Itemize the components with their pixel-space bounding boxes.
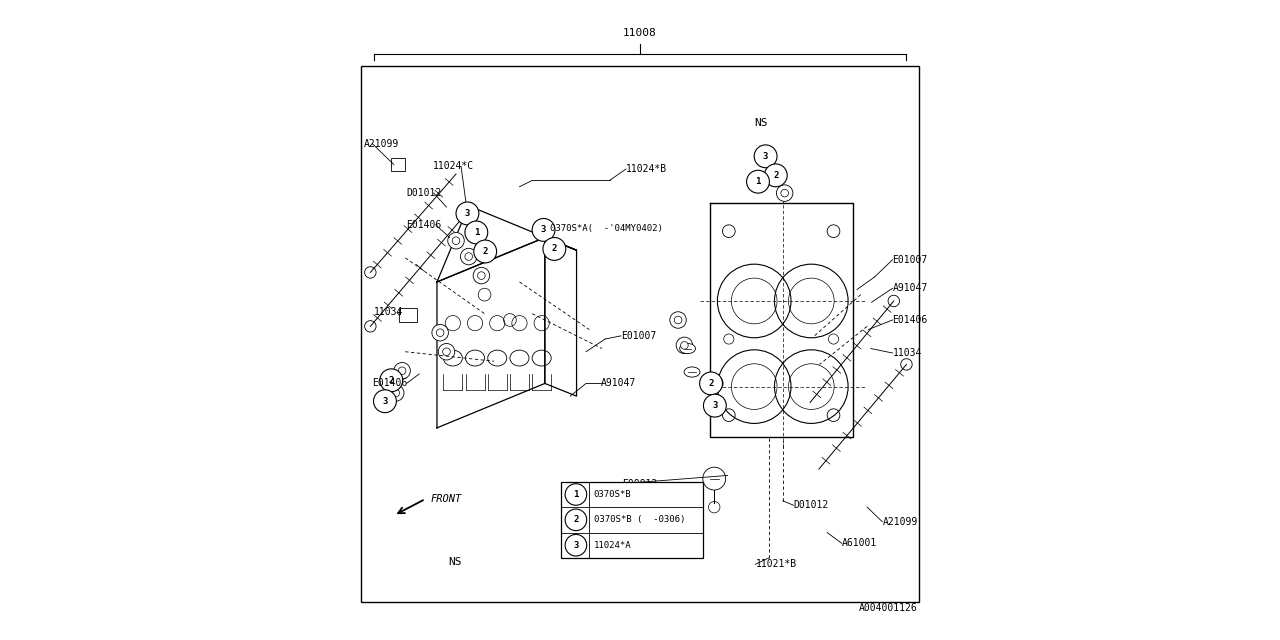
Circle shape	[754, 145, 777, 168]
Circle shape	[681, 342, 689, 349]
Text: A61001: A61001	[842, 538, 877, 548]
Text: E01406: E01406	[407, 220, 442, 230]
Bar	[561, 482, 704, 558]
Text: A004001126: A004001126	[859, 603, 918, 613]
Circle shape	[566, 509, 586, 531]
Ellipse shape	[684, 367, 700, 377]
Text: NS: NS	[754, 118, 768, 129]
Circle shape	[713, 402, 721, 410]
Circle shape	[456, 202, 479, 225]
Circle shape	[700, 372, 722, 395]
Text: 3: 3	[465, 209, 470, 218]
Text: 2: 2	[389, 376, 394, 385]
Text: 3: 3	[573, 541, 579, 550]
Circle shape	[709, 502, 719, 513]
Bar	[361, 66, 919, 602]
Text: D01012: D01012	[794, 500, 828, 510]
Circle shape	[759, 147, 776, 163]
Circle shape	[398, 367, 406, 374]
Circle shape	[707, 375, 723, 392]
Circle shape	[394, 362, 411, 379]
Text: 11021*B: 11021*B	[755, 559, 796, 569]
Circle shape	[474, 240, 497, 263]
Circle shape	[768, 166, 785, 182]
Text: NS: NS	[448, 557, 462, 567]
Text: 2: 2	[573, 515, 579, 524]
Circle shape	[777, 185, 792, 202]
Circle shape	[676, 337, 692, 354]
Text: 2: 2	[708, 379, 714, 388]
Circle shape	[709, 397, 726, 414]
Circle shape	[365, 267, 376, 278]
Text: 11024*C: 11024*C	[433, 161, 475, 172]
Text: 1: 1	[474, 228, 479, 237]
Text: 3: 3	[712, 401, 718, 410]
Text: 2: 2	[483, 247, 488, 256]
Circle shape	[448, 232, 465, 249]
Text: E01007: E01007	[621, 331, 657, 341]
Circle shape	[380, 369, 403, 392]
Text: D01012: D01012	[407, 188, 442, 198]
Circle shape	[438, 344, 454, 360]
Circle shape	[675, 316, 682, 324]
Text: 1: 1	[755, 177, 760, 186]
Text: 1: 1	[573, 490, 579, 499]
Bar	[399, 308, 417, 322]
Text: 0370S*A(  -'04MY0402): 0370S*A( -'04MY0402)	[550, 223, 663, 232]
Circle shape	[566, 534, 586, 556]
Circle shape	[452, 237, 460, 244]
Circle shape	[781, 189, 788, 197]
Text: A91047: A91047	[892, 284, 928, 293]
Text: A91047: A91047	[600, 378, 636, 388]
Text: A21099: A21099	[364, 139, 399, 148]
Circle shape	[365, 321, 376, 332]
Text: E01406: E01406	[372, 378, 407, 388]
Text: 3: 3	[383, 397, 388, 406]
Circle shape	[746, 170, 769, 193]
Circle shape	[773, 170, 781, 178]
Ellipse shape	[680, 344, 695, 354]
Text: E01406: E01406	[892, 315, 928, 325]
Circle shape	[436, 329, 444, 337]
Text: 11034: 11034	[892, 348, 922, 358]
Text: 11034: 11034	[374, 307, 403, 317]
Circle shape	[465, 221, 488, 244]
Text: E01007: E01007	[892, 255, 928, 265]
Text: 0370S*B: 0370S*B	[594, 490, 631, 499]
Circle shape	[763, 151, 771, 159]
Circle shape	[477, 272, 485, 280]
Circle shape	[374, 390, 397, 413]
Circle shape	[704, 394, 726, 417]
Circle shape	[532, 218, 556, 241]
Circle shape	[712, 380, 718, 387]
Text: 0370S*B (  -0306): 0370S*B ( -0306)	[594, 515, 685, 524]
Circle shape	[392, 389, 399, 397]
Circle shape	[465, 253, 472, 260]
Circle shape	[566, 484, 586, 505]
Text: 11024*A: 11024*A	[594, 541, 631, 550]
Circle shape	[443, 348, 451, 356]
Circle shape	[388, 385, 404, 401]
Circle shape	[431, 324, 448, 341]
Bar	[392, 158, 406, 171]
Circle shape	[703, 467, 726, 490]
Circle shape	[901, 358, 913, 370]
Circle shape	[543, 237, 566, 260]
Text: FRONT: FRONT	[430, 494, 462, 504]
Text: 11008: 11008	[623, 28, 657, 38]
Text: E00812: E00812	[622, 479, 658, 489]
Text: 2: 2	[552, 244, 557, 253]
Text: 3: 3	[541, 225, 547, 234]
Circle shape	[888, 295, 900, 307]
Circle shape	[669, 312, 686, 328]
Text: 11024*B: 11024*B	[626, 164, 667, 174]
Circle shape	[764, 164, 787, 187]
Circle shape	[461, 248, 477, 265]
Text: 2: 2	[773, 171, 778, 180]
Circle shape	[474, 268, 490, 284]
Text: A21099: A21099	[882, 516, 918, 527]
Text: 3: 3	[763, 152, 768, 161]
